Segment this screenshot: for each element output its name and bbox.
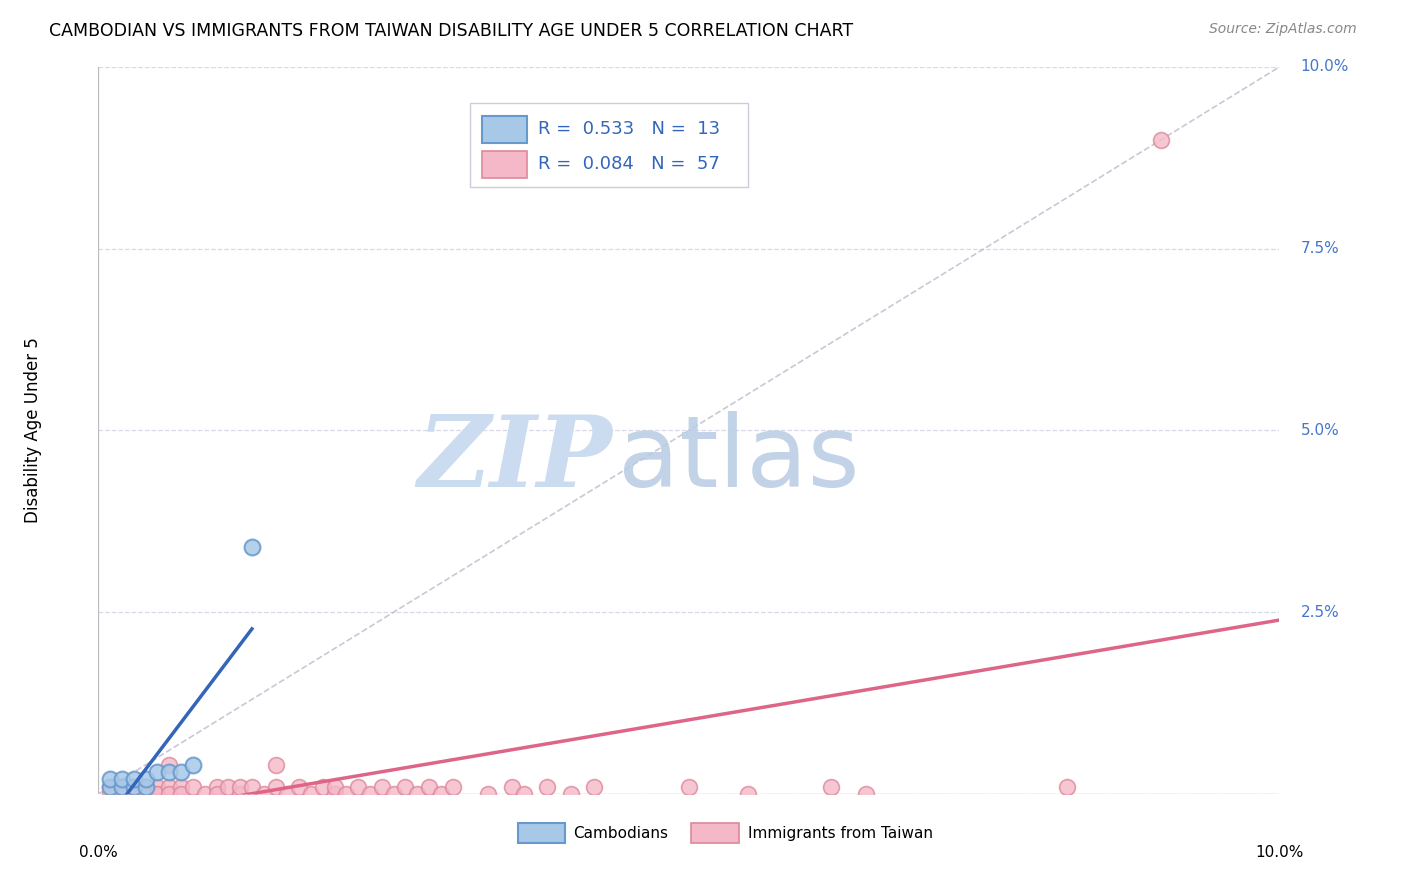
Text: CAMBODIAN VS IMMIGRANTS FROM TAIWAN DISABILITY AGE UNDER 5 CORRELATION CHART: CAMBODIAN VS IMMIGRANTS FROM TAIWAN DISA…	[49, 22, 853, 40]
Point	[98, 780, 121, 794]
Point	[111, 780, 134, 794]
Point	[170, 787, 193, 801]
Point	[111, 780, 134, 794]
Point	[299, 787, 322, 801]
Point	[855, 787, 877, 801]
Point	[122, 780, 145, 794]
Text: 0.0%: 0.0%	[79, 845, 118, 860]
Text: Source: ZipAtlas.com: Source: ZipAtlas.com	[1209, 22, 1357, 37]
Point	[111, 780, 134, 794]
Point	[135, 787, 157, 801]
Text: ZIP: ZIP	[418, 411, 612, 508]
FancyBboxPatch shape	[482, 151, 527, 178]
Text: 10.0%: 10.0%	[1301, 60, 1350, 74]
Point	[382, 787, 405, 801]
Point	[135, 780, 157, 794]
Point	[146, 780, 169, 794]
Point	[135, 780, 157, 794]
Text: Disability Age Under 5: Disability Age Under 5	[24, 337, 42, 524]
Point	[335, 787, 357, 801]
Point	[229, 780, 252, 794]
Point	[157, 757, 180, 772]
Point	[406, 787, 429, 801]
Point	[181, 780, 204, 794]
Text: atlas: atlas	[619, 411, 859, 508]
Point	[264, 780, 287, 794]
Text: R =  0.533   N =  13: R = 0.533 N = 13	[537, 120, 720, 138]
Point	[146, 787, 169, 801]
Point	[276, 787, 298, 801]
Point	[240, 540, 263, 554]
Point	[157, 787, 180, 801]
Point	[135, 772, 157, 787]
Point	[157, 780, 180, 794]
FancyBboxPatch shape	[517, 823, 565, 843]
Point	[122, 780, 145, 794]
Point	[170, 765, 193, 780]
Point	[347, 780, 370, 794]
Text: Cambodians: Cambodians	[574, 826, 668, 840]
Point	[536, 780, 558, 794]
Point	[122, 772, 145, 787]
Point	[146, 787, 169, 801]
Point	[418, 780, 440, 794]
Point	[501, 780, 523, 794]
Point	[264, 757, 287, 772]
Point	[217, 780, 239, 794]
Point	[98, 780, 121, 794]
Text: 7.5%: 7.5%	[1301, 241, 1340, 256]
Point	[205, 787, 228, 801]
Point	[205, 780, 228, 794]
Point	[170, 780, 193, 794]
Point	[323, 780, 346, 794]
FancyBboxPatch shape	[482, 116, 527, 144]
Point	[1150, 132, 1173, 146]
Point	[194, 787, 217, 801]
Point	[512, 787, 534, 801]
Point	[477, 787, 499, 801]
Point	[394, 780, 416, 794]
Point	[111, 787, 134, 801]
Point	[122, 787, 145, 801]
Point	[253, 787, 276, 801]
Text: R =  0.084   N =  57: R = 0.084 N = 57	[537, 155, 720, 173]
Point	[820, 780, 842, 794]
Point	[323, 787, 346, 801]
Point	[98, 787, 121, 801]
Point	[111, 772, 134, 787]
Point	[583, 780, 606, 794]
Point	[122, 787, 145, 801]
Point	[146, 765, 169, 780]
Point	[560, 787, 582, 801]
FancyBboxPatch shape	[692, 823, 738, 843]
Point	[359, 787, 381, 801]
Point	[430, 787, 453, 801]
Point	[737, 787, 759, 801]
Point	[371, 780, 394, 794]
Point	[157, 765, 180, 780]
Text: 10.0%: 10.0%	[1256, 845, 1303, 860]
Point	[312, 780, 335, 794]
Point	[229, 787, 252, 801]
Point	[678, 780, 700, 794]
FancyBboxPatch shape	[471, 103, 748, 186]
Text: Immigrants from Taiwan: Immigrants from Taiwan	[748, 826, 934, 840]
Point	[441, 780, 464, 794]
Point	[1056, 780, 1078, 794]
Text: 5.0%: 5.0%	[1301, 423, 1340, 438]
Point	[288, 780, 311, 794]
Point	[240, 780, 263, 794]
Point	[181, 757, 204, 772]
Point	[98, 772, 121, 787]
Text: 2.5%: 2.5%	[1301, 605, 1340, 620]
